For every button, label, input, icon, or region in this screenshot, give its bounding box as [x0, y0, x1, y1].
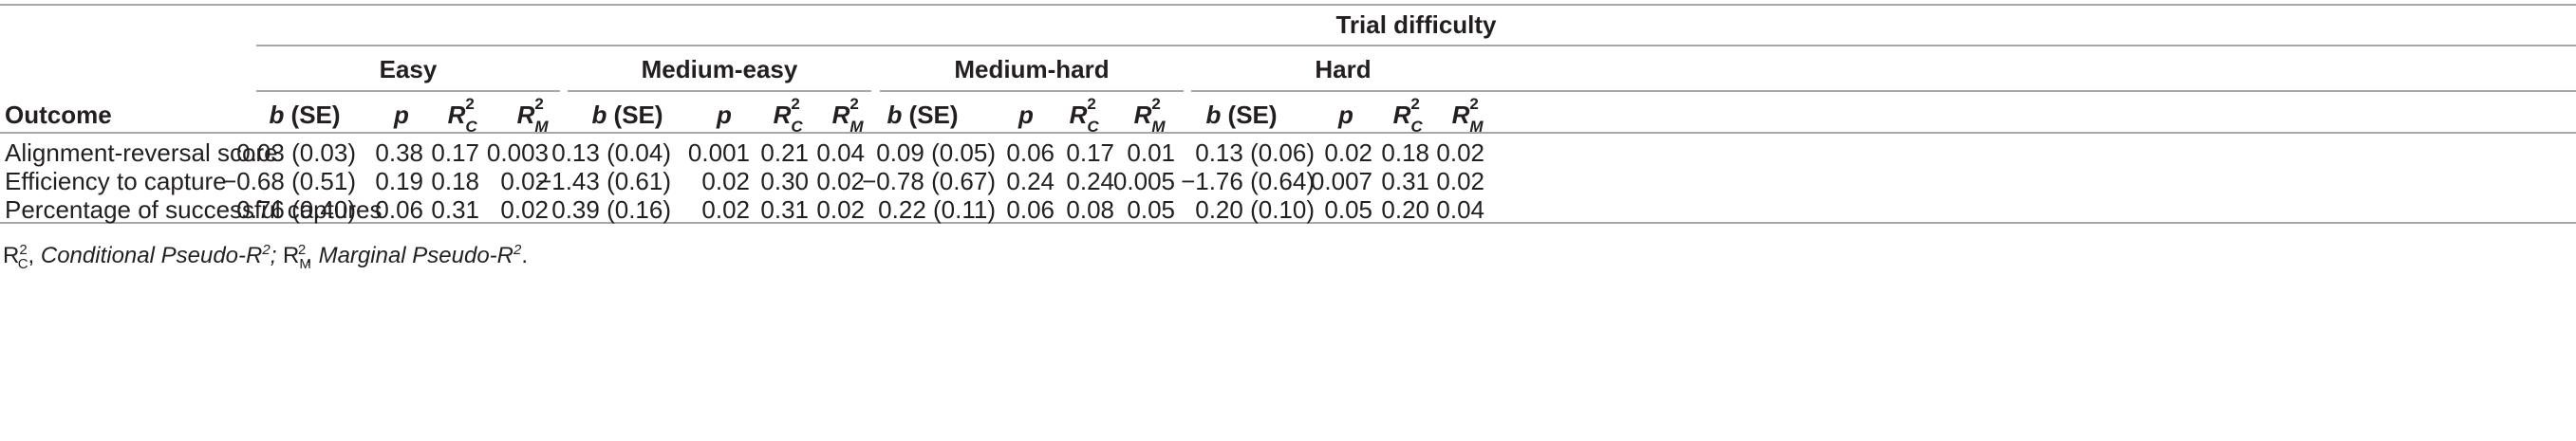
table-footnote: R2C, Conditional Pseudo-R2; RM2, Margina… — [3, 242, 529, 272]
easy-rule — [256, 90, 560, 92]
easy-p-value-cell: 0.19 — [375, 167, 423, 195]
easy-r2-marginal-cell: 0.003 — [486, 138, 549, 167]
hard-r2-conditional-cell: 0.20 — [1381, 195, 1429, 224]
header-bottom-rule — [0, 132, 2576, 134]
medium-easy-b-se-cell: 0.13 (0.04) — [551, 138, 671, 167]
medium-easy-r2-marginal-cell: 0.04 — [816, 138, 865, 167]
medium-hard-b-se-cell: −0.78 (0.67) — [862, 167, 996, 195]
row-label: Efficiency to capture — [5, 167, 227, 195]
hard-r2-marginal-cell: 0.02 — [1436, 138, 1484, 167]
medium-easy-r2-marginal-cell: 0.02 — [816, 195, 865, 224]
medium-hard-rule — [880, 90, 1184, 92]
easy-p-header: p — [394, 101, 409, 129]
easy-r2-conditional-cell: 0.18 — [431, 167, 479, 195]
rc-symbol: R2C — [3, 242, 28, 272]
medium-hard-r2-conditional-cell: 0.24 — [1066, 167, 1114, 195]
outcome-header: Outcome — [5, 101, 112, 129]
hard-b-se-cell: 0.20 (0.10) — [1195, 195, 1315, 224]
table-top-rule — [0, 4, 2576, 6]
medium-hard-r2-marginal-cell: 0.05 — [1127, 195, 1175, 224]
medium-easy-r2-conditional-cell: 0.30 — [760, 167, 809, 195]
hard-b-se-header: b (SE) — [1205, 101, 1278, 129]
medium-hard-b-se-cell: 0.22 (0.11) — [878, 195, 996, 224]
trial-difficulty-heading: Trial difficulty — [1335, 10, 1497, 39]
medium-hard-r2-marginal-cell: 0.01 — [1127, 138, 1175, 167]
medium-hard-r2-conditional-cell: 0.17 — [1066, 138, 1114, 167]
easy-b-se-header: b (SE) — [269, 101, 341, 129]
hard-heading: Hard — [1315, 55, 1372, 83]
medium-easy-r2-marginal-cell: 0.02 — [816, 167, 865, 195]
trial-difficulty-rule — [256, 45, 2576, 46]
easy-b-se-cell: 0.03 (0.03) — [236, 138, 356, 167]
easy-p-value-cell: 0.38 — [375, 138, 423, 167]
medium-hard-p-value-cell: 0.24 — [1006, 167, 1055, 195]
row-label: Percentage of successful captures — [5, 195, 383, 224]
medium-hard-p-header: p — [1018, 101, 1034, 129]
hard-p-value-cell: 0.02 — [1324, 138, 1372, 167]
medium-easy-heading: Medium-easy — [641, 55, 798, 83]
easy-r2-marginal-cell: 0.02 — [500, 167, 549, 195]
medium-hard-b-se-header: b (SE) — [887, 101, 959, 129]
easy-r2-marginal-cell: 0.02 — [500, 195, 549, 224]
hard-r2-conditional-cell: 0.18 — [1381, 138, 1429, 167]
easy-b-se-cell: 0.76 (0.40) — [236, 195, 356, 224]
medium-easy-p-value-cell: 0.001 — [687, 138, 750, 167]
easy-heading: Easy — [379, 55, 438, 83]
hard-p-value-cell: 0.007 — [1310, 167, 1372, 195]
medium-hard-r2-marginal-cell: 0.005 — [1112, 167, 1175, 195]
medium-hard-b-se-cell: 0.09 (0.05) — [876, 138, 996, 167]
hard-p-value-cell: 0.05 — [1324, 195, 1372, 224]
easy-r2-conditional-cell: 0.17 — [431, 138, 479, 167]
hard-b-se-cell: 0.13 (0.06) — [1195, 138, 1315, 167]
hard-r2-marginal-cell: 0.02 — [1436, 167, 1484, 195]
medium-easy-rule — [568, 90, 871, 92]
medium-easy-b-se-cell: 0.39 (0.16) — [551, 195, 671, 224]
hard-p-header: p — [1338, 101, 1353, 129]
medium-easy-b-se-cell: −1.43 (0.61) — [537, 167, 671, 195]
easy-b-se-cell: −0.68 (0.51) — [222, 167, 356, 195]
medium-easy-b-se-header: b (SE) — [591, 101, 663, 129]
medium-hard-p-value-cell: 0.06 — [1006, 138, 1055, 167]
medium-easy-r2-conditional-cell: 0.21 — [760, 138, 809, 167]
medium-easy-p-header: p — [717, 101, 732, 129]
hard-r2-conditional-cell: 0.31 — [1381, 167, 1429, 195]
conditional-label: Conditional Pseudo-R2 — [40, 242, 271, 268]
medium-hard-heading: Medium-hard — [954, 55, 1110, 83]
easy-r2-conditional-cell: 0.31 — [431, 195, 479, 224]
marginal-label: Marginal Pseudo-R2 — [318, 242, 522, 268]
hard-r2-marginal-cell: 0.04 — [1436, 195, 1484, 224]
table-bottom-rule — [0, 222, 2576, 224]
rm-symbol: RM2 — [283, 242, 311, 272]
medium-easy-r2-conditional-cell: 0.31 — [760, 195, 809, 224]
hard-b-se-cell: −1.76 (0.64) — [1181, 167, 1315, 195]
medium-easy-p-value-cell: 0.02 — [701, 167, 750, 195]
medium-hard-p-value-cell: 0.06 — [1006, 195, 1055, 224]
medium-easy-p-value-cell: 0.02 — [701, 195, 750, 224]
medium-hard-r2-conditional-cell: 0.08 — [1066, 195, 1114, 224]
row-label: Alignment-reversal score — [5, 138, 278, 167]
easy-p-value-cell: 0.06 — [375, 195, 423, 224]
hard-rule — [1191, 90, 2576, 92]
